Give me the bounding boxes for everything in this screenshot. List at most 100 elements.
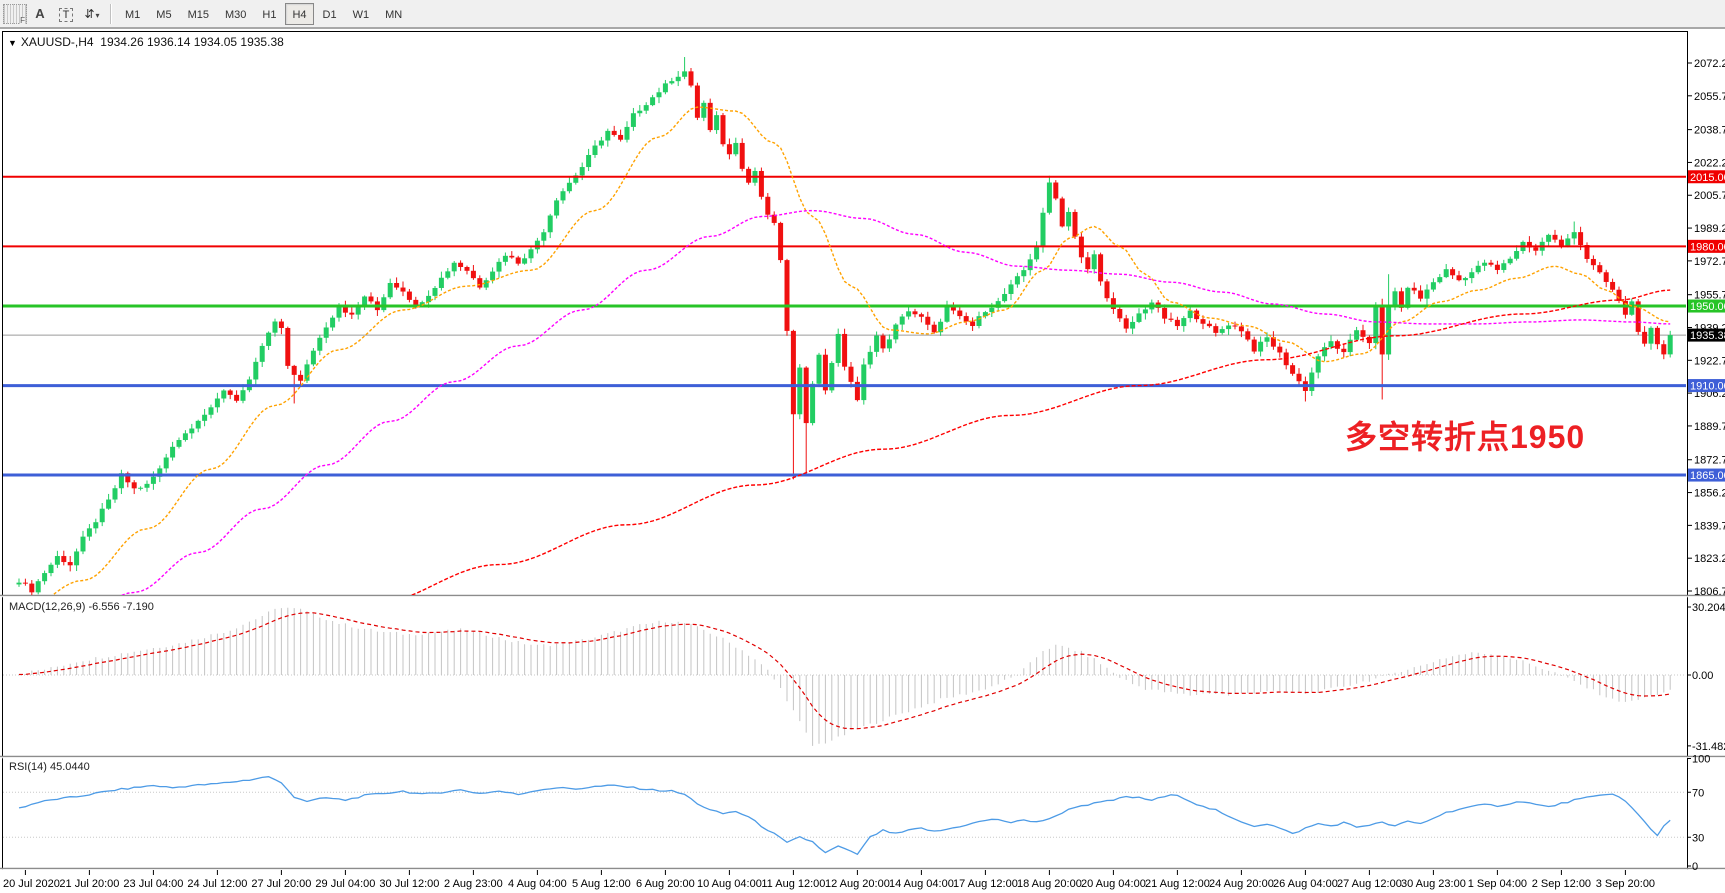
price-tag-label: 1865.00 xyxy=(1690,470,1725,482)
price-tag-label: 1910.00 xyxy=(1690,381,1725,393)
price-tick-label: 1823.20 xyxy=(1694,553,1725,565)
candle-body xyxy=(1546,234,1552,242)
candle-body xyxy=(323,327,329,338)
candle-body xyxy=(99,508,105,523)
font-tool-button[interactable]: A xyxy=(28,3,52,25)
arrange-tool-button[interactable]: ⇵▾ xyxy=(80,3,104,25)
candle-body xyxy=(170,446,176,458)
candle-body xyxy=(387,282,393,298)
text-label-tool-button[interactable]: T xyxy=(54,3,78,25)
candle-body xyxy=(362,296,368,306)
candle-body xyxy=(1021,270,1027,277)
ma-fast-line xyxy=(51,106,1671,595)
candle-body xyxy=(1475,265,1481,273)
candle-body xyxy=(1462,278,1468,281)
candle-body xyxy=(1085,257,1091,270)
candle-body xyxy=(739,142,745,169)
chart-canvas[interactable]: 2072.20 2055.70 2038.70 2022.20 2005.70 1989.… xyxy=(0,30,1725,893)
time-tick-label: 20 Aug 04:00 xyxy=(1081,878,1146,890)
symbol-dropdown-icon[interactable]: ▼ xyxy=(8,38,17,48)
price-tick-label: 1856.20 xyxy=(1694,488,1725,500)
candle-body xyxy=(125,473,131,483)
timeframe-button-m15[interactable]: M15 xyxy=(181,3,216,25)
candle-body xyxy=(1526,241,1532,248)
price-tick-label: 1972.70 xyxy=(1694,256,1725,268)
candle-body xyxy=(406,291,412,300)
rsi-indicator-label: RSI(14) 45.0440 xyxy=(9,761,90,773)
price-tag-label: 2015.00 xyxy=(1690,172,1725,184)
candle-body xyxy=(1507,258,1513,264)
chart-title: ▼ XAUUSD-,H4 1934.26 1936.14 1934.05 1935… xyxy=(8,35,284,49)
candle-body xyxy=(1341,348,1347,353)
price-tag-1950.00 xyxy=(1688,299,1725,313)
time-axis[interactable]: 20 Jul 2020 21 Jul 20:00 23 Jul 04:00 24 Ju… xyxy=(3,870,1655,890)
chart-annotation-text[interactable]: 多空转折点1950 xyxy=(1345,419,1586,455)
candle-body xyxy=(912,311,918,315)
candle-body xyxy=(816,354,822,384)
candle-body xyxy=(483,280,489,288)
candle-body xyxy=(1642,331,1648,344)
price-tick-label: 1922.70 xyxy=(1694,355,1725,367)
candle-body xyxy=(1347,339,1353,353)
candle-body xyxy=(1027,259,1033,271)
price-axis[interactable]: 2072.20 2055.70 2038.70 2022.20 2005.70 1989.… xyxy=(1687,58,1725,873)
candle-body xyxy=(368,296,374,302)
price-tag-1865.00 xyxy=(1688,468,1725,482)
time-tick-label: 30 Jul 12:00 xyxy=(379,878,439,890)
time-tick-label: 23 Jul 04:00 xyxy=(123,878,183,890)
candle-body xyxy=(227,390,233,395)
candle-body xyxy=(1360,330,1366,337)
main-price-panel[interactable] xyxy=(3,57,1687,624)
timeframe-button-h4[interactable]: H4 xyxy=(285,2,314,25)
candle-body xyxy=(1379,304,1385,355)
candle-body xyxy=(1494,264,1500,270)
candle-body xyxy=(982,312,988,317)
candle-body xyxy=(605,130,611,141)
rsi-line xyxy=(18,776,1671,856)
candle-body xyxy=(842,333,848,367)
candle-body xyxy=(74,551,80,566)
rsi-tick-label: 0 xyxy=(1692,861,1698,873)
timeframe-button-mn[interactable]: MN xyxy=(378,3,409,25)
toolbar-handle-label: F xyxy=(20,15,25,25)
macd-panel[interactable] xyxy=(3,607,1687,746)
candle-body xyxy=(1270,337,1276,347)
macd-tick-label: 30.204 xyxy=(1692,602,1725,614)
chart-window[interactable]: 2072.20 2055.70 2038.70 2022.20 2005.70 1989.… xyxy=(0,30,1725,893)
candle-body xyxy=(1610,281,1616,290)
candle-body xyxy=(618,134,624,140)
candle-body xyxy=(989,307,995,313)
candle-body xyxy=(1226,325,1232,330)
timeframe-button-h1[interactable]: H1 xyxy=(255,3,283,25)
time-tick-label: 4 Aug 04:00 xyxy=(508,878,567,890)
candle-body xyxy=(586,154,592,168)
time-tick-label: 12 Aug 20:00 xyxy=(825,878,890,890)
candle-body xyxy=(176,440,182,447)
candle-body xyxy=(1187,310,1193,319)
candle-body xyxy=(1053,182,1059,199)
candle-body xyxy=(1181,318,1187,327)
rsi-panel[interactable] xyxy=(3,776,1687,856)
price-tick-label: 1889.70 xyxy=(1694,421,1725,433)
candle-body xyxy=(1667,335,1673,355)
timeframe-button-m5[interactable]: M5 xyxy=(149,3,178,25)
candle-body xyxy=(1206,323,1212,327)
timeframe-button-m1[interactable]: M1 xyxy=(118,3,147,25)
candle-body xyxy=(144,483,150,488)
ma-slow-line xyxy=(410,289,1671,595)
price-tick-label: 1955.70 xyxy=(1694,290,1725,302)
toolbar-drag-handle-icon[interactable]: F xyxy=(3,3,27,25)
price-tag-label: 1950.00 xyxy=(1690,301,1725,313)
candle-body xyxy=(765,196,771,215)
candle-body xyxy=(310,350,316,365)
candle-body xyxy=(656,92,662,98)
timeframe-button-m30[interactable]: M30 xyxy=(218,3,253,25)
candle-body xyxy=(1251,339,1257,352)
candle-body xyxy=(515,257,521,264)
timeframe-button-d1[interactable]: D1 xyxy=(316,3,344,25)
candle-body xyxy=(893,324,899,340)
candle-body xyxy=(976,316,982,326)
candle-body xyxy=(1238,326,1244,332)
timeframe-button-w1[interactable]: W1 xyxy=(346,3,377,25)
candle-body xyxy=(662,83,668,93)
